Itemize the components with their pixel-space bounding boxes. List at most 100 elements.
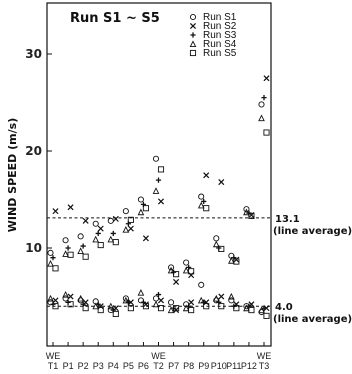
data-point-high xyxy=(137,208,145,216)
data-point-low xyxy=(52,297,59,304)
data-point-high xyxy=(127,216,134,223)
data-point-high xyxy=(82,253,89,260)
data-point-high xyxy=(107,217,114,224)
data-point-low xyxy=(197,296,205,304)
data-point-high xyxy=(92,235,100,243)
data-point-low xyxy=(258,306,265,314)
legend-entry: Run S2 xyxy=(203,21,237,32)
data-point-low xyxy=(67,301,74,308)
data-point-high xyxy=(197,201,205,209)
data-point-high xyxy=(80,243,86,249)
data-points xyxy=(47,75,270,319)
data-point-high xyxy=(62,250,69,257)
data-point-low xyxy=(112,310,119,318)
data-point-low xyxy=(127,305,134,312)
data-point-high xyxy=(152,155,160,162)
data-point-high xyxy=(62,237,69,244)
x-tick-label: P4 xyxy=(108,361,119,371)
data-point-low xyxy=(142,303,149,310)
data-point-low xyxy=(218,293,225,300)
data-point-low xyxy=(62,295,69,302)
data-point-low xyxy=(188,299,195,306)
category-header-label: WE xyxy=(151,351,166,361)
data-point-low xyxy=(203,303,210,310)
x-tick-label: T3 xyxy=(259,361,270,371)
x-tick-label: P2 xyxy=(78,361,89,371)
data-point-high xyxy=(127,225,134,232)
data-point-low xyxy=(212,294,220,302)
data-point-high xyxy=(137,196,144,203)
data-point-low xyxy=(92,302,100,310)
data-point-low xyxy=(157,297,165,304)
reference-value-label: 4.0 xyxy=(275,302,293,313)
data-point-high xyxy=(97,225,104,232)
x-tick-label: P7 xyxy=(168,361,179,371)
data-point-high xyxy=(97,242,104,249)
x-tick-label: P3 xyxy=(93,361,104,371)
data-point-high xyxy=(142,205,149,212)
legend-marker xyxy=(189,13,197,21)
data-point-low xyxy=(218,303,225,310)
data-point-low xyxy=(168,299,175,306)
data-point-high xyxy=(198,193,205,200)
data-point-high xyxy=(201,198,207,205)
data-point-high xyxy=(77,233,84,240)
data-point-high xyxy=(52,208,59,215)
legend-marker xyxy=(189,40,197,48)
data-point-low xyxy=(82,305,89,312)
data-point-low xyxy=(233,305,240,312)
data-point-high xyxy=(173,278,180,285)
legend-marker xyxy=(189,49,197,57)
data-point-low xyxy=(137,289,145,296)
data-point-high xyxy=(67,251,74,258)
y-axis-label: WIND SPEED (m/s) xyxy=(6,118,19,232)
data-point-high xyxy=(82,217,89,224)
data-point-high xyxy=(77,247,84,254)
x-tick-label: P9 xyxy=(198,361,209,371)
x-tick-label: P8 xyxy=(183,361,194,371)
x-tick-label: P6 xyxy=(138,361,149,371)
data-point-high xyxy=(112,239,119,246)
data-point-low xyxy=(228,292,235,300)
data-point-high xyxy=(243,206,250,213)
data-point-high xyxy=(203,205,210,212)
data-point-low xyxy=(228,297,235,304)
data-point-low xyxy=(97,307,104,314)
data-point-high xyxy=(47,249,54,256)
legend-marker xyxy=(190,32,196,38)
reference-value-label: 13.1 xyxy=(275,214,300,225)
data-point-high xyxy=(167,266,175,274)
data-point-high xyxy=(233,258,240,265)
data-point-high xyxy=(183,259,190,266)
data-point-low xyxy=(62,290,69,298)
y-tick-label: 30 xyxy=(25,47,42,61)
x-tick-label: T1 xyxy=(48,361,59,371)
data-point-high xyxy=(218,245,225,252)
data-point-low xyxy=(157,305,165,312)
x-tick-label: T2 xyxy=(153,361,164,371)
data-point-high xyxy=(188,268,195,275)
data-point-high xyxy=(212,240,220,248)
data-point-low xyxy=(77,294,84,302)
data-point-low xyxy=(152,295,160,302)
data-point-low xyxy=(243,304,250,312)
data-point-low xyxy=(67,293,74,300)
x-tick-label: P11 xyxy=(226,361,241,371)
data-point-high xyxy=(258,101,265,108)
data-point-low xyxy=(107,302,115,310)
data-point-low xyxy=(122,296,130,304)
category-header-label: WE xyxy=(257,351,272,361)
data-point-low xyxy=(47,294,54,302)
data-point-high xyxy=(182,266,190,274)
reference-lines: 13.1(line average)4.0(line average) xyxy=(47,214,352,325)
x-tick-label: P12 xyxy=(241,361,257,371)
data-point-high xyxy=(263,129,270,136)
data-point-high xyxy=(203,172,210,179)
y-tick-label: 20 xyxy=(25,144,42,158)
x-tick-label: P10 xyxy=(211,361,227,371)
legend-entry: Run S3 xyxy=(203,30,237,41)
category-header-label: WE xyxy=(46,351,61,361)
